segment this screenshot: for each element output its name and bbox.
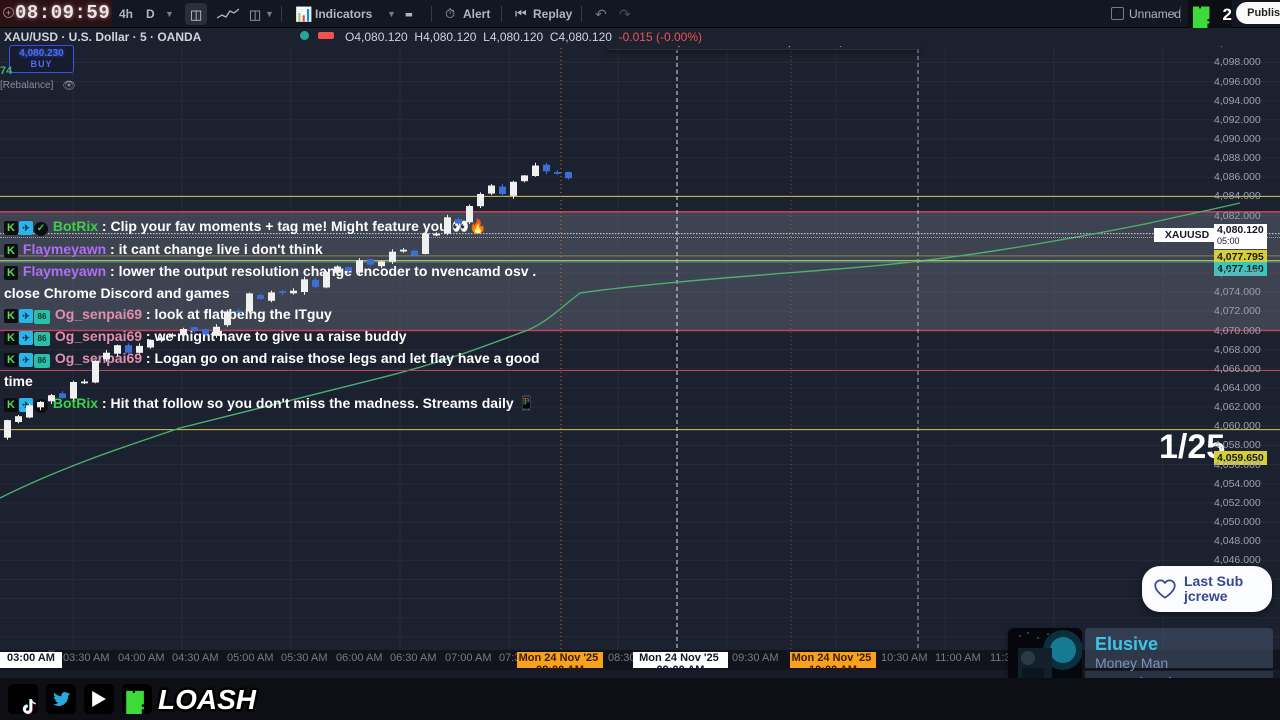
svg-text:LOASH: LOASH (158, 684, 257, 715)
